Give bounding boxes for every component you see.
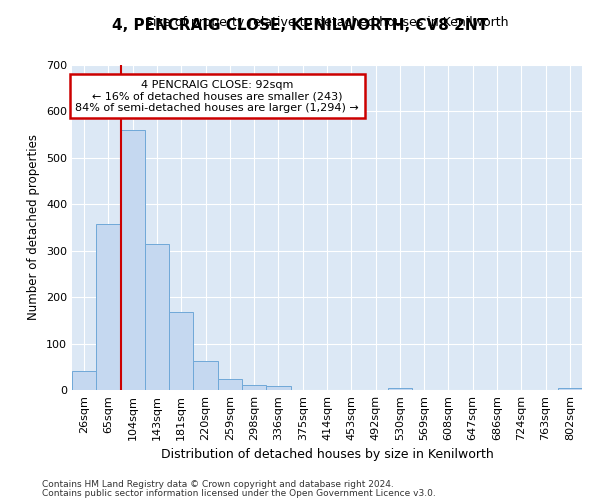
Bar [266,386,290,390]
X-axis label: Distribution of detached houses by size in Kenilworth: Distribution of detached houses by size … [161,448,493,462]
Bar [169,312,193,390]
Bar [242,385,266,390]
Bar [96,224,121,390]
Text: 4, PENCRAIG CLOSE, KENILWORTH, CV8 2NT: 4, PENCRAIG CLOSE, KENILWORTH, CV8 2NT [112,18,488,32]
Bar [72,372,96,390]
Bar [388,388,412,390]
Title: Size of property relative to detached houses in Kenilworth: Size of property relative to detached ho… [145,16,509,29]
Bar [193,361,218,390]
Bar [145,244,169,390]
Text: Contains public sector information licensed under the Open Government Licence v3: Contains public sector information licen… [42,488,436,498]
Bar [558,388,582,390]
Text: Contains HM Land Registry data © Crown copyright and database right 2024.: Contains HM Land Registry data © Crown c… [42,480,394,489]
Text: 4 PENCRAIG CLOSE: 92sqm
← 16% of detached houses are smaller (243)
84% of semi-d: 4 PENCRAIG CLOSE: 92sqm ← 16% of detache… [76,80,359,113]
Y-axis label: Number of detached properties: Number of detached properties [28,134,40,320]
Bar [218,380,242,390]
Bar [121,130,145,390]
